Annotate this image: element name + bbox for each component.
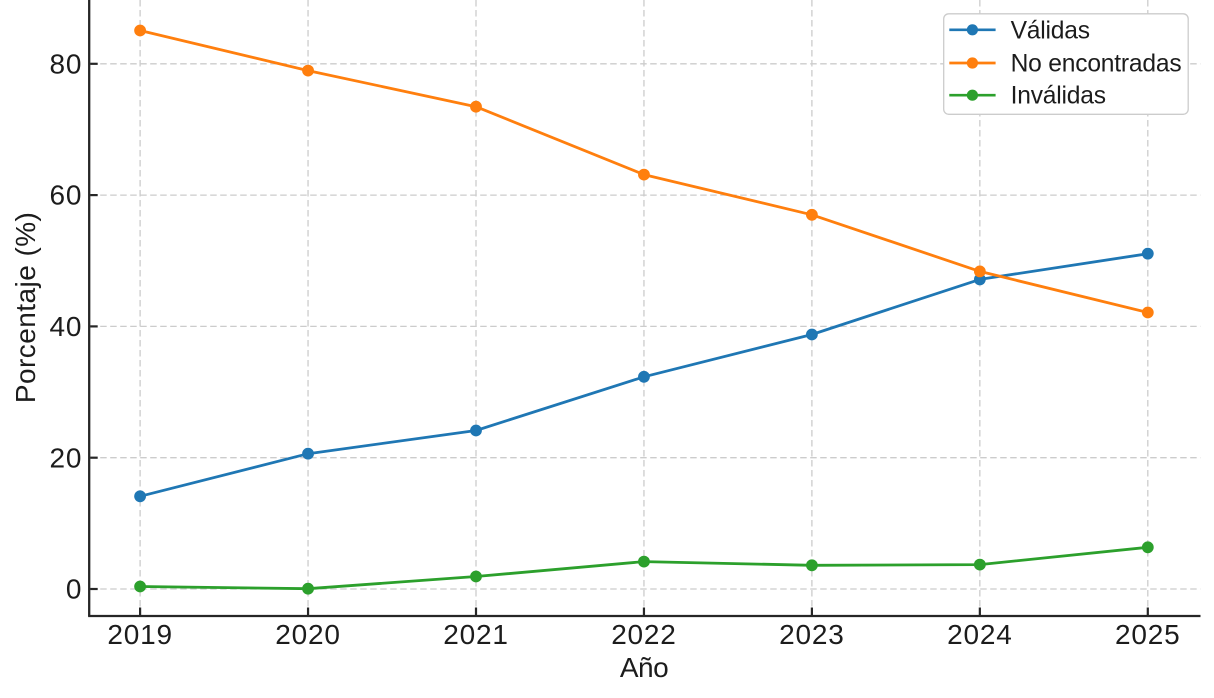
svg-text:2024: 2024 (947, 619, 1013, 650)
svg-text:2025: 2025 (1115, 619, 1181, 650)
svg-text:2019: 2019 (107, 619, 173, 650)
svg-text:60: 60 (50, 180, 83, 211)
svg-text:2022: 2022 (611, 619, 677, 650)
svg-text:2023: 2023 (779, 619, 845, 650)
svg-text:2020: 2020 (275, 619, 341, 650)
svg-text:40: 40 (50, 311, 83, 342)
svg-text:Porcentaje (%): Porcentaje (%) (10, 212, 41, 404)
svg-text:2021: 2021 (443, 619, 509, 650)
svg-text:80: 80 (50, 48, 83, 79)
svg-text:No encontradas: No encontradas (1011, 51, 1182, 78)
svg-text:0: 0 (66, 574, 82, 605)
svg-text:Inválidas: Inválidas (1011, 83, 1106, 110)
svg-text:Año: Año (620, 652, 668, 683)
svg-text:20: 20 (50, 442, 83, 473)
svg-text:Válidas: Válidas (1011, 17, 1090, 44)
